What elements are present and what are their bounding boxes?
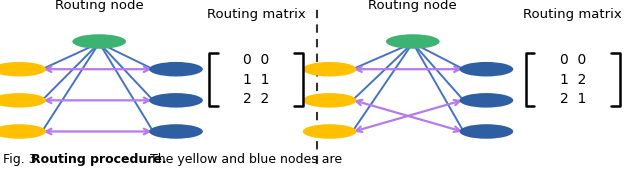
- Circle shape: [72, 34, 126, 49]
- Text: Routing procedure.: Routing procedure.: [31, 153, 166, 166]
- Text: 1  2: 1 2: [559, 73, 586, 86]
- Circle shape: [460, 93, 513, 108]
- Circle shape: [303, 62, 356, 76]
- Text: 2  1: 2 1: [559, 93, 586, 106]
- Circle shape: [0, 62, 46, 76]
- Circle shape: [460, 62, 513, 76]
- Text: Routing matrix: Routing matrix: [524, 8, 622, 21]
- Text: 1  1: 1 1: [243, 73, 269, 86]
- Circle shape: [0, 124, 46, 139]
- Circle shape: [460, 124, 513, 139]
- Text: 2  2: 2 2: [243, 93, 269, 106]
- Circle shape: [149, 124, 203, 139]
- Text: 0  0: 0 0: [243, 53, 269, 67]
- Text: Routing node: Routing node: [369, 0, 457, 12]
- Text: 0  0: 0 0: [559, 53, 586, 67]
- Circle shape: [149, 93, 203, 108]
- Text: Fig. 3:: Fig. 3:: [3, 153, 45, 166]
- Circle shape: [386, 34, 440, 49]
- Circle shape: [303, 124, 356, 139]
- Text: The yellow and blue nodes are: The yellow and blue nodes are: [146, 153, 342, 166]
- Text: Routing matrix: Routing matrix: [207, 8, 305, 21]
- Circle shape: [149, 62, 203, 76]
- Circle shape: [303, 93, 356, 108]
- Circle shape: [0, 93, 46, 108]
- Text: Routing node: Routing node: [55, 0, 143, 12]
